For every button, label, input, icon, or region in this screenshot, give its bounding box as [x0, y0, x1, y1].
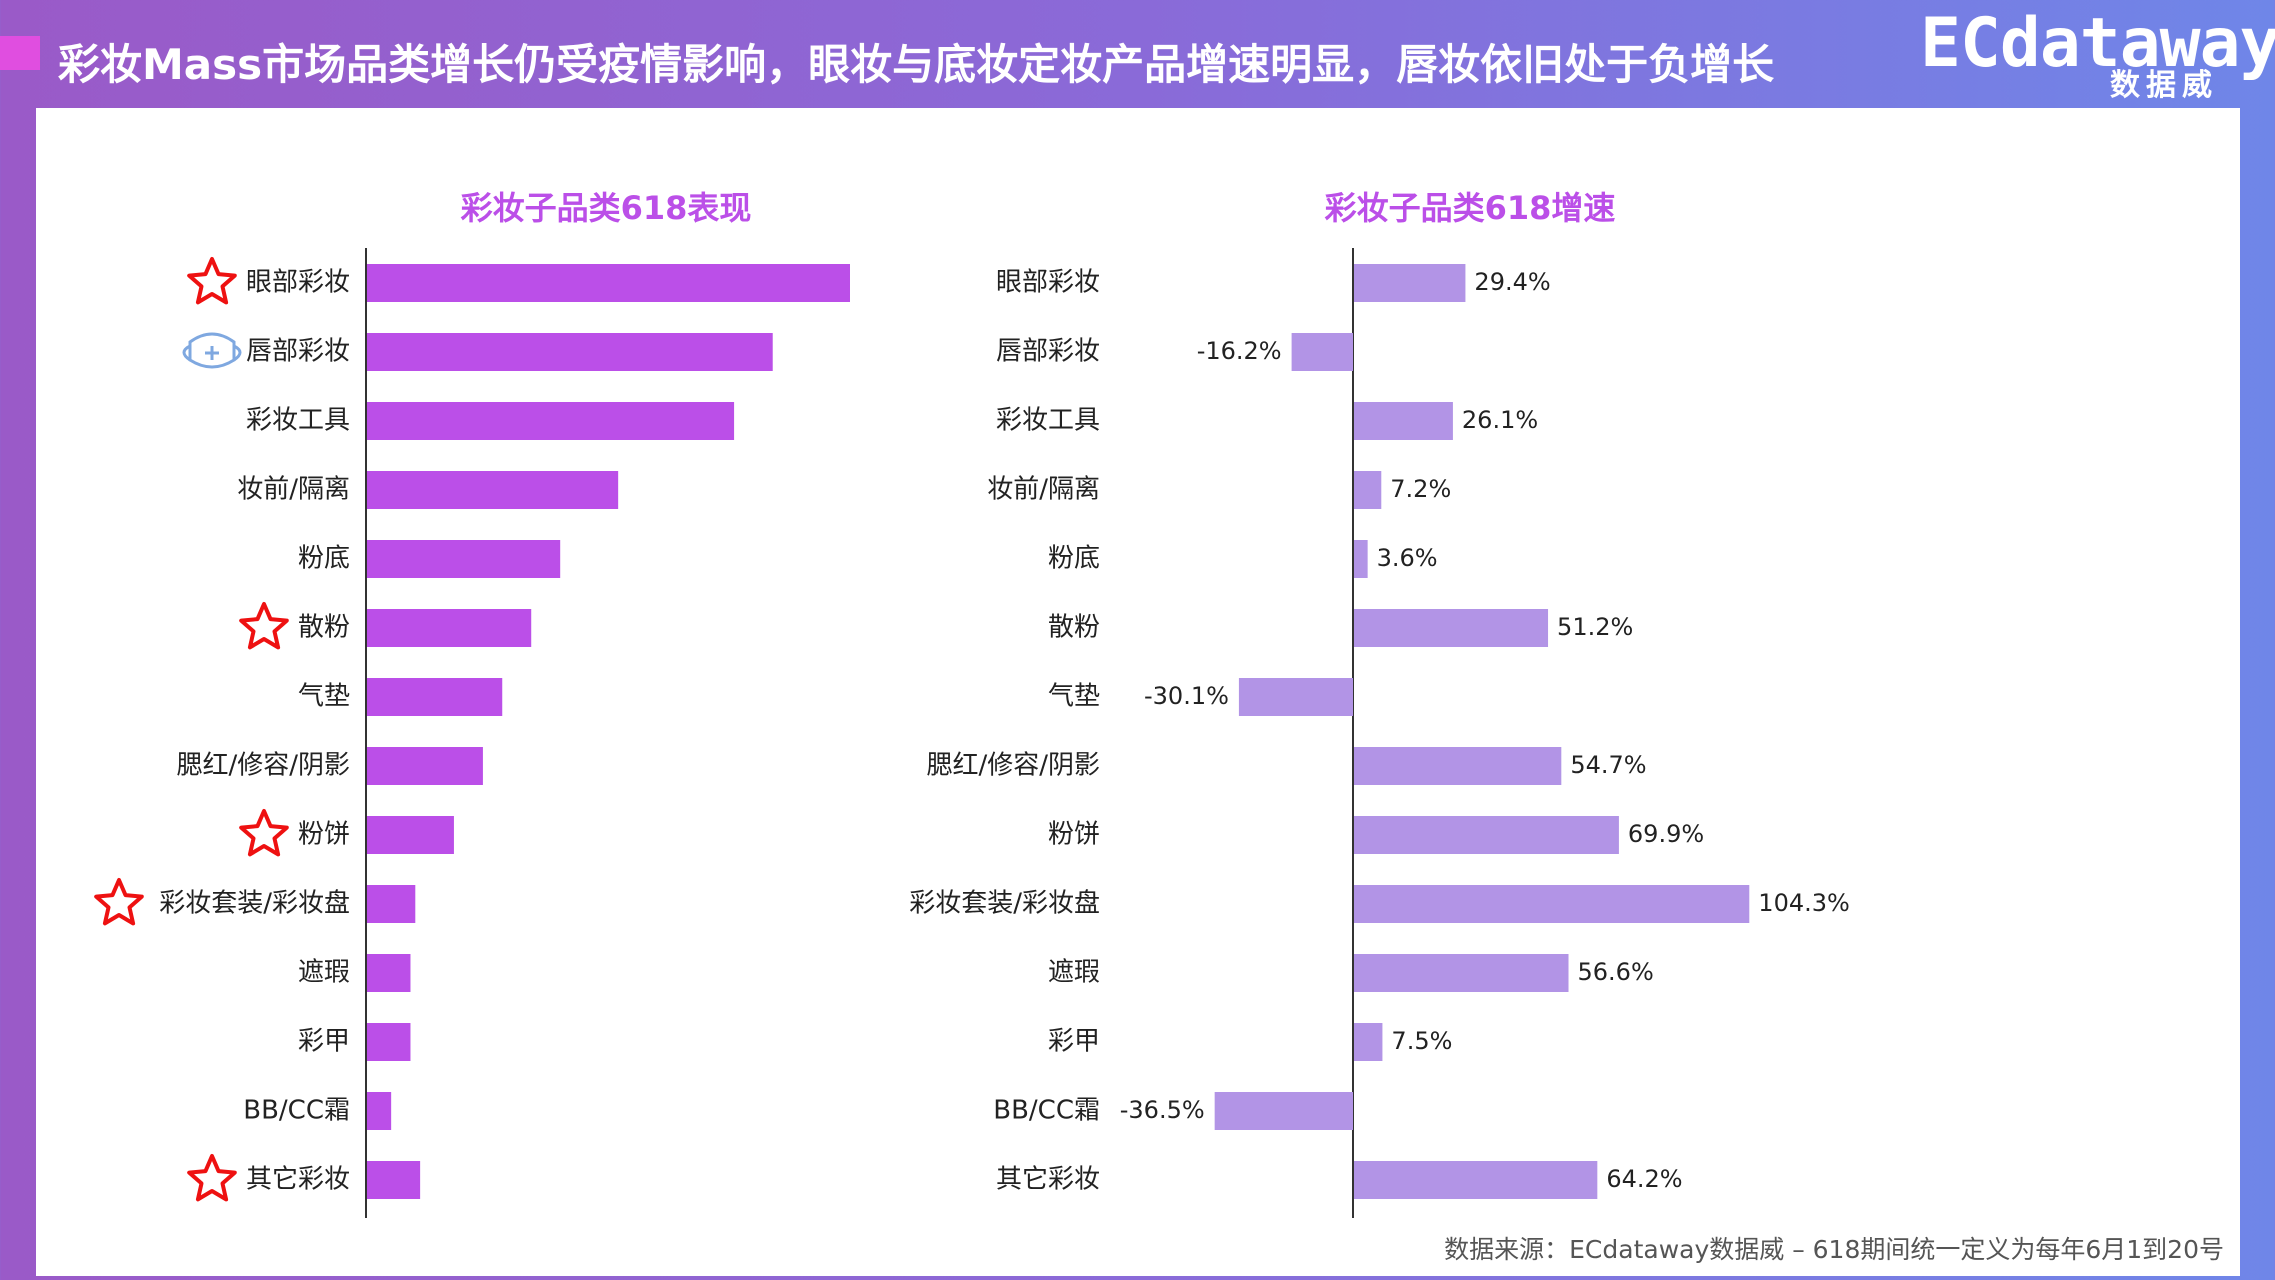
left-bar — [367, 816, 454, 854]
right-category-label: 彩妆套装/彩妆盘 — [909, 889, 1100, 919]
right-category-label: 彩妆工具 — [996, 406, 1100, 436]
left-bar — [367, 747, 483, 785]
right-category-label: 粉饼 — [1048, 820, 1100, 850]
left-category-label: 彩妆套装/彩妆盘 — [159, 889, 350, 919]
left-category-label: 散粉 — [298, 613, 350, 643]
left-category-label: 遮瑕 — [298, 958, 350, 988]
left-bar — [367, 1161, 421, 1199]
right-category-label: 遮瑕 — [1048, 958, 1100, 988]
right-value-label: -30.1% — [1144, 682, 1229, 710]
right-category-label: 妆前/隔离 — [987, 475, 1100, 505]
right-bar — [1354, 1161, 1598, 1199]
right-category-label: 腮红/修容/阴影 — [926, 751, 1100, 781]
right-value-label: 7.5% — [1391, 1027, 1452, 1055]
left-category-label: 粉底 — [298, 544, 350, 574]
right-bar — [1354, 402, 1453, 440]
right-value-label: 69.9% — [1628, 820, 1704, 848]
right-value-label: 3.6% — [1377, 544, 1438, 572]
right-bar — [1354, 747, 1562, 785]
right-category-label: 散粉 — [1048, 613, 1100, 643]
right-category-label: 唇部彩妆 — [996, 337, 1100, 367]
left-category-label: 气垫 — [298, 682, 350, 712]
mask-icon-cross — [205, 346, 219, 360]
star-icon — [187, 1154, 237, 1202]
left-category-label: 眼部彩妆 — [246, 268, 350, 298]
left-category-label: 妆前/隔离 — [237, 475, 350, 505]
right-bar — [1354, 609, 1549, 647]
mask-icon — [182, 332, 242, 369]
star-icon — [239, 809, 289, 857]
right-bar — [1354, 885, 1750, 923]
left-category-label: 唇部彩妆 — [246, 337, 350, 367]
left-bar — [367, 333, 773, 371]
right-value-label: -16.2% — [1197, 337, 1282, 365]
right-bar — [1214, 1092, 1353, 1130]
brand-logo: ECdataway 数据威 — [1920, 4, 2275, 104]
chart-panel: 彩妆子品类618表现眼部彩妆唇部彩妆彩妆工具妆前/隔离粉底散粉气垫腮红/修容/阴… — [36, 108, 2240, 1276]
right-value-label: 26.1% — [1462, 406, 1538, 434]
left-bar — [367, 540, 561, 578]
star-icon — [187, 257, 237, 305]
star-icon — [239, 602, 289, 650]
right-category-label: 其它彩妆 — [996, 1165, 1100, 1195]
right-bar — [1354, 264, 1466, 302]
right-value-label: 56.6% — [1578, 958, 1654, 986]
left-bar — [367, 885, 416, 923]
right-value-label: 64.2% — [1606, 1165, 1682, 1193]
charts-canvas: 彩妆子品类618表现眼部彩妆唇部彩妆彩妆工具妆前/隔离粉底散粉气垫腮红/修容/阴… — [94, 189, 1850, 1218]
left-category-label: 彩妆工具 — [246, 406, 350, 436]
left-bar — [367, 609, 532, 647]
right-bar — [1291, 333, 1353, 371]
left-bar — [367, 954, 411, 992]
left-chart-title: 彩妆子品类618表现 — [461, 189, 752, 227]
star-icon — [94, 878, 144, 926]
right-category-label: 气垫 — [1048, 682, 1100, 712]
mask-icon-straps — [182, 344, 242, 362]
left-bar — [367, 678, 503, 716]
left-category-label: 其它彩妆 — [246, 1165, 350, 1195]
left-category-label: BB/CC霜 — [243, 1096, 350, 1126]
right-bar — [1354, 540, 1368, 578]
footnote: 数据来源：ECdataway数据威 – 618期间统一定义为每年6月1到20号 — [1444, 1235, 2224, 1264]
left-bar — [367, 1023, 411, 1061]
right-bar — [1238, 678, 1353, 716]
left-category-label: 腮红/修容/阴影 — [176, 751, 350, 781]
right-category-label: 粉底 — [1048, 544, 1100, 574]
left-bar — [367, 471, 619, 509]
left-bar — [367, 402, 735, 440]
right-value-label: 54.7% — [1570, 751, 1646, 779]
left-bar — [367, 1092, 392, 1130]
right-value-label: 104.3% — [1758, 889, 1850, 917]
logo-subtitle: 数据威 — [2110, 68, 2218, 103]
right-chart-title: 彩妆子品类618增速 — [1325, 189, 1616, 227]
corner-accent — [0, 36, 40, 70]
left-bar — [367, 264, 850, 302]
right-category-label: 彩甲 — [1048, 1027, 1100, 1057]
right-bar — [1354, 471, 1382, 509]
left-category-label: 粉饼 — [298, 820, 350, 850]
right-value-label: -36.5% — [1120, 1096, 1205, 1124]
right-bar — [1354, 954, 1569, 992]
left-category-label: 彩甲 — [298, 1027, 350, 1057]
right-category-label: BB/CC霜 — [993, 1096, 1100, 1126]
logo-wordmark: ECdataway — [1920, 4, 2275, 83]
right-value-label: 7.2% — [1390, 475, 1451, 503]
right-value-label: 51.2% — [1557, 613, 1633, 641]
right-bar — [1354, 816, 1619, 854]
right-category-label: 眼部彩妆 — [996, 268, 1100, 298]
right-bar — [1354, 1023, 1383, 1061]
right-value-label: 29.4% — [1474, 268, 1550, 296]
page-title: 彩妆Mass市场品类增长仍受疫情影响，眼妆与底妆定妆产品增速明显，唇妆依旧处于负… — [58, 40, 1775, 89]
